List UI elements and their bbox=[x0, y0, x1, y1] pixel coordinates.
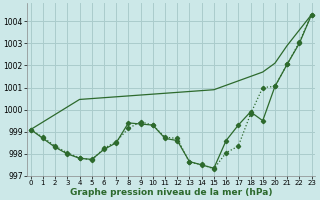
X-axis label: Graphe pression niveau de la mer (hPa): Graphe pression niveau de la mer (hPa) bbox=[70, 188, 272, 197]
